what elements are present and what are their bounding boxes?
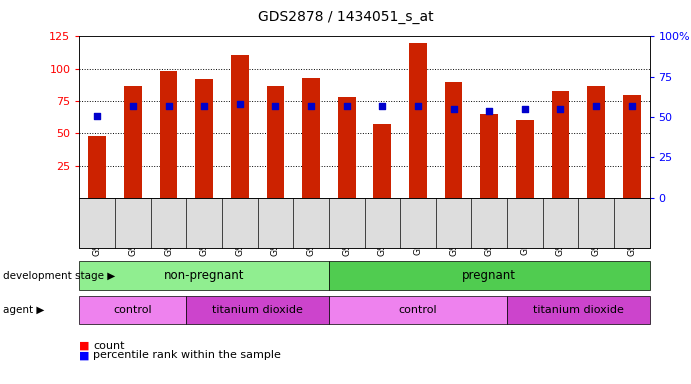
Bar: [196, 79, 213, 198]
Bar: [516, 120, 533, 198]
Point: [127, 103, 138, 109]
Point: [626, 103, 637, 109]
Bar: [338, 97, 356, 198]
Text: pregnant: pregnant: [462, 269, 516, 282]
Text: percentile rank within the sample: percentile rank within the sample: [93, 350, 281, 360]
Bar: [267, 86, 284, 198]
Bar: [587, 86, 605, 198]
Point: [234, 101, 245, 107]
Text: titanium dioxide: titanium dioxide: [533, 305, 624, 315]
Bar: [480, 114, 498, 198]
Point: [198, 103, 209, 109]
Point: [163, 103, 174, 109]
Point: [555, 106, 566, 112]
Point: [305, 103, 316, 109]
Text: development stage ▶: development stage ▶: [3, 270, 115, 281]
Text: ■: ■: [79, 341, 90, 351]
Bar: [445, 82, 462, 198]
Bar: [88, 136, 106, 198]
Text: control: control: [399, 305, 437, 315]
Point: [341, 103, 352, 109]
Bar: [551, 91, 569, 198]
Bar: [623, 94, 641, 198]
Bar: [302, 78, 320, 198]
Text: control: control: [113, 305, 152, 315]
Bar: [124, 86, 142, 198]
Text: titanium dioxide: titanium dioxide: [212, 305, 303, 315]
Text: GDS2878 / 1434051_s_at: GDS2878 / 1434051_s_at: [258, 10, 433, 23]
Bar: [373, 124, 391, 198]
Point: [520, 106, 531, 112]
Text: count: count: [93, 341, 125, 351]
Bar: [160, 71, 178, 198]
Point: [92, 113, 103, 119]
Bar: [231, 55, 249, 198]
Point: [377, 103, 388, 109]
Bar: [409, 43, 427, 198]
Point: [448, 106, 459, 112]
Text: ■: ■: [79, 350, 90, 360]
Point: [413, 103, 424, 109]
Point: [270, 103, 281, 109]
Point: [591, 103, 602, 109]
Point: [484, 108, 495, 114]
Text: agent ▶: agent ▶: [3, 305, 45, 315]
Text: non-pregnant: non-pregnant: [164, 269, 245, 282]
